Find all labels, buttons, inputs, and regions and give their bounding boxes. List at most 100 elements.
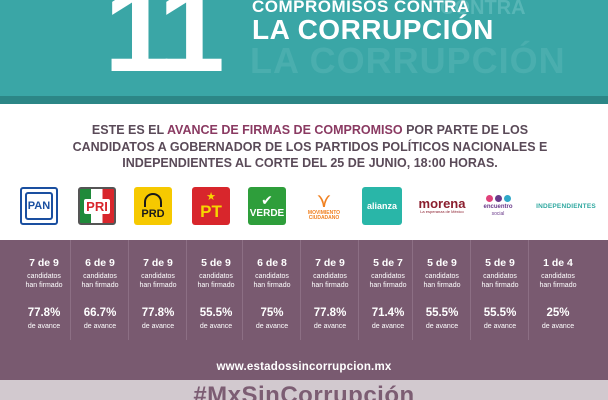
stat-percent: 77.8% [141, 307, 175, 319]
stat-label-avance: de avance [255, 323, 289, 330]
stat-label-firmado: han firmado [197, 282, 235, 289]
star-icon: ★ [206, 191, 216, 203]
stat-label-avance: de avance [371, 323, 405, 330]
pri-logo: PRI [78, 184, 116, 228]
stat-label-candidatos: candidatos [141, 273, 175, 280]
stat-column: 5 de 7 candidatos han firmado 71.4% de avanc… [360, 240, 416, 340]
stat-fraction: 5 de 9 [201, 257, 231, 269]
prd-logo: PRD [134, 184, 172, 228]
stat-fraction: 1 de 4 [543, 257, 573, 269]
stat-fraction: 5 de 9 [427, 257, 457, 269]
column-divider [470, 240, 471, 340]
stat-label-firmado: han firmado [25, 282, 63, 289]
header-ghost-big: LA CORRUPCIÓN [250, 40, 566, 81]
stats-band: 7 de 9 candidatos han firmado 77.8% de avanc… [0, 240, 608, 380]
independientes-logo: INDEPENDIENTES [526, 184, 606, 228]
website-link[interactable]: www.estadossincorrupcion.mx [216, 361, 392, 373]
pan-label: PAN [25, 192, 53, 220]
pt-label: PT [200, 202, 222, 221]
check-icon: ✔ [261, 191, 273, 208]
stat-column: 7 de 9 candidatos han firmado 77.8% de avanc… [130, 240, 186, 340]
stat-fraction: 5 de 7 [373, 257, 403, 269]
column-divider [128, 240, 129, 340]
stat-percent: 55.5% [425, 307, 459, 319]
header-title-line1: COMPROMISOS CONTRA [252, 0, 470, 16]
stat-label-candidatos: candidatos [255, 273, 289, 280]
morena-sub: La esperanza de México [420, 209, 464, 215]
column-divider [300, 240, 301, 340]
stat-label-avance: de avance [313, 323, 347, 330]
stat-label-candidatos: candidatos [483, 273, 517, 280]
stat-percent: 77.8% [27, 307, 61, 319]
stat-label-firmado: han firmado [81, 282, 119, 289]
pan-logo: PAN [20, 184, 58, 228]
header-banner: CONTRA LA CORRUPCIÓN 11 COMPROMISOS CONT… [0, 0, 608, 104]
intro-part1: ESTE ES EL [91, 123, 167, 137]
stat-fraction: 7 de 9 [143, 257, 173, 269]
morena-logo: morena La esperanza de México [416, 184, 468, 228]
stat-label-candidatos: candidatos [27, 273, 61, 280]
stat-column: 6 de 9 candidatos han firmado 66.7% de avanc… [72, 240, 128, 340]
stat-label-avance: de avance [425, 323, 459, 330]
mc-logo: ⋎ MOVIMIENTO CIUDADANO [304, 184, 344, 228]
stat-label-avance: de avance [83, 323, 117, 330]
stat-column: 5 de 9 candidatos han firmado 55.5% de avanc… [188, 240, 244, 340]
stat-percent: 25% [546, 307, 570, 319]
column-divider [528, 240, 529, 340]
prd-label: PRD [141, 207, 165, 220]
stat-label-avance: de avance [141, 323, 175, 330]
verde-logo: ✔ VERDE [248, 184, 286, 228]
alianza-logo: alianza [362, 184, 402, 228]
column-divider [358, 240, 359, 340]
stat-column: 7 de 9 candidatos han firmado 77.8% de avanc… [302, 240, 358, 340]
column-divider [186, 240, 187, 340]
stat-column: 1 de 4 candidatos han firmado 25% de avance [530, 240, 586, 340]
column-divider [242, 240, 243, 340]
stat-label-firmado: han firmado [139, 282, 177, 289]
eagle-icon: ⋎ [316, 189, 332, 212]
stat-label-candidatos: candidatos [313, 273, 347, 280]
stat-label-avance: de avance [27, 323, 61, 330]
stat-fraction: 6 de 8 [257, 257, 287, 269]
pes-logo: encuentro social [476, 184, 520, 228]
mc-label: MOVIMIENTO CIUDADANO [307, 209, 341, 221]
party-logos-row: PAN PRI PRD ★ PT ✔ VERDE ⋎ MOVIMIENTO CIUD… [0, 184, 608, 228]
stat-column: 5 de 9 candidatos han firmado 55.5% de avanc… [472, 240, 528, 340]
stat-label-firmado: han firmado [423, 282, 461, 289]
stat-fraction: 7 de 9 [315, 257, 345, 269]
verde-label: VERDE [249, 208, 285, 220]
pes-sub: social [491, 210, 505, 217]
pes-label: encuentro [483, 204, 513, 211]
stat-column: 5 de 9 candidatos han firmado 55.5% de avanc… [414, 240, 470, 340]
stat-label-candidatos: candidatos [541, 273, 575, 280]
people-icon [485, 195, 511, 203]
stat-label-firmado: han firmado [481, 282, 519, 289]
stat-label-candidatos: candidatos [425, 273, 459, 280]
stat-label-firmado: han firmado [253, 282, 291, 289]
header-ghost-small: CONTRA [440, 0, 526, 19]
stat-label-firmado: han firmado [369, 282, 407, 289]
stat-column: 7 de 9 candidatos han firmado 77.8% de avanc… [16, 240, 72, 340]
stat-label-avance: de avance [483, 323, 517, 330]
header-big-number: 11 [104, 0, 225, 97]
stat-percent: 55.5% [199, 307, 233, 319]
hashtag: #MxSinCorrupción [193, 382, 415, 400]
stat-label-firmado: han firmado [539, 282, 577, 289]
column-divider [70, 240, 71, 340]
footer: #MxSinCorrupción [0, 380, 608, 400]
alianza-label: alianza [366, 201, 397, 211]
morena-label: morena [418, 196, 466, 212]
pt-logo: ★ PT [192, 184, 230, 228]
stat-label-candidatos: candidatos [199, 273, 233, 280]
stat-percent: 55.5% [483, 307, 517, 319]
stat-percent: 71.4% [371, 307, 405, 319]
stat-label-candidatos: candidatos [371, 273, 405, 280]
stat-label-avance: de avance [541, 323, 575, 330]
header-bottom-bar [0, 96, 608, 104]
intro-part2: POR PARTE DE LOS CANDIDATOS A GOBERNADOR… [72, 123, 548, 170]
stat-percent: 75% [260, 307, 284, 319]
column-divider [412, 240, 413, 340]
header-title-line2: LA CORRUPCIÓN [252, 14, 494, 45]
stat-label-firmado: han firmado [311, 282, 349, 289]
stat-percent: 66.7% [83, 307, 117, 319]
